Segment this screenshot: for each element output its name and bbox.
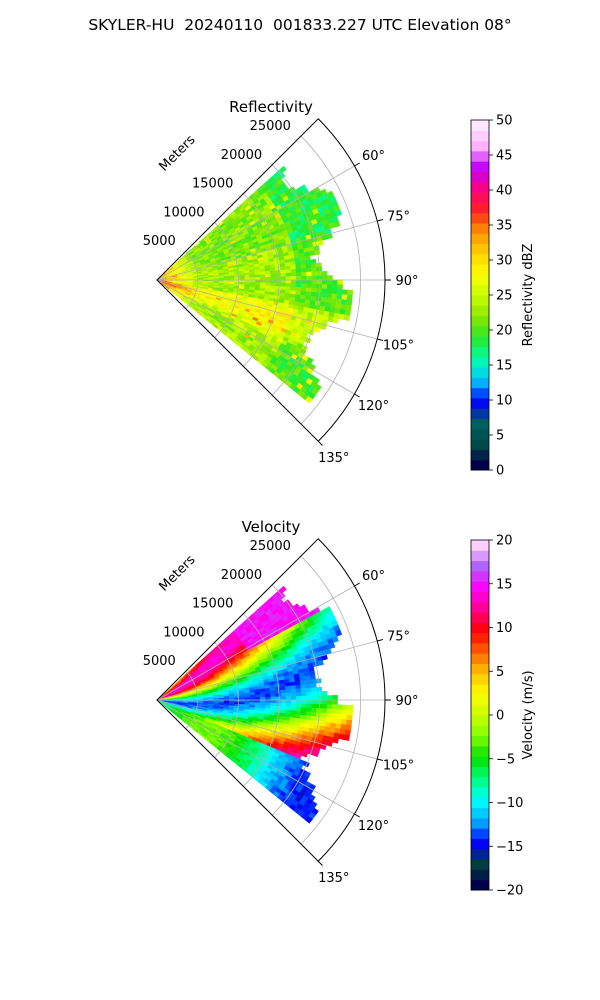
radial-tick-label: 20000: [221, 568, 262, 583]
subplot-title: Velocity: [242, 518, 301, 536]
colorbar-tick-label: −15: [496, 840, 523, 855]
colorbar-tick-label: 30: [496, 254, 513, 269]
angular-tick-label: 75°: [387, 209, 410, 224]
colorbar-tick-label: 0: [496, 709, 504, 724]
angular-tick-label: 90°: [395, 694, 418, 709]
radial-tick-label: 10000: [163, 205, 204, 220]
angular-tick-label: 75°: [387, 629, 410, 644]
angular-tick-label: 120°: [358, 399, 389, 414]
azimuth-spoke: [156, 640, 378, 701]
angular-tick-label: 60°: [362, 149, 385, 164]
velocity-panel: 60° 75° 90° 105° 120° 135° 5000 10000 15000 20000…: [0, 515, 600, 935]
polar-plot: 60° 75° 90° 105° 120° 135° 5000 10000 15000 20000…: [143, 98, 419, 466]
colorbar-tick-label: 25: [496, 289, 513, 304]
colorbar-tick-label: −20: [496, 884, 523, 899]
angular-tick-label: 120°: [358, 819, 389, 834]
figure-title: SKYLER-HU 20240110 001833.227 UTC Elevat…: [88, 16, 512, 34]
reflectivity-chart: 60° 75° 90° 105° 120° 135° 5000 10000 15000 20000…: [143, 98, 536, 479]
azimuth-spoke: [156, 699, 378, 760]
colorbar-tick-label: 5: [496, 429, 504, 444]
angular-tick-label: 135°: [318, 871, 349, 886]
radial-axis-label: Meters: [157, 552, 199, 594]
angular-tick-label: 105°: [383, 339, 414, 354]
reflectivity-panel: 60° 75° 90° 105° 120° 135° 5000 10000 15000 20000…: [0, 95, 600, 515]
colorbar-tick-label: 45: [496, 149, 513, 164]
colorbar-tick-label: 10: [496, 621, 513, 636]
angular-tick-label: 135°: [318, 451, 349, 466]
colorbar-tick-label: 0: [496, 464, 504, 479]
colorbar-tick-label: 20: [496, 534, 513, 549]
azimuth-spoke: [156, 279, 355, 395]
radial-tick-label: 15000: [192, 597, 233, 612]
colorbar-label: Velocity (m/s): [521, 670, 536, 759]
polar-plot: 60° 75° 90° 105° 120° 135° 5000 10000 15000 20000…: [143, 518, 419, 886]
colorbar-tick-label: 20: [496, 324, 513, 339]
colorbar-tick-label: −5: [496, 752, 515, 767]
azimuth-spoke: [156, 220, 378, 281]
azimuth-spoke: [156, 699, 355, 815]
colorbar-tick-label: 40: [496, 184, 513, 199]
radial-tick-label: 20000: [221, 148, 262, 163]
angular-tick-label: 105°: [383, 759, 414, 774]
angular-tick-label: 60°: [362, 569, 385, 584]
colorbar-tick-label: 50: [496, 114, 513, 129]
radial-tick-label: 25000: [250, 119, 291, 134]
colorbar-label: Reflectivity dBZ: [521, 244, 536, 347]
colorbar: −20 −15 −10 −5 0 5 10 15 20 Velocity (m/s): [470, 534, 536, 899]
velocity-chart: 60° 75° 90° 105° 120° 135° 5000 10000 15000 20000…: [143, 518, 536, 899]
colorbar-tick-label: 10: [496, 394, 513, 409]
angular-tick-label: 90°: [395, 274, 418, 289]
colorbar-tick-label: 5: [496, 665, 504, 680]
radial-axis-label: Meters: [157, 132, 199, 174]
subplot-title: Reflectivity: [229, 98, 313, 116]
polar-frame: [156, 118, 386, 442]
radial-tick-label: 5000: [143, 234, 176, 249]
radial-tick-label: 15000: [192, 177, 233, 192]
colorbar-tick-label: 35: [496, 219, 513, 234]
colorbar: 0 5 10 15 20 25 30 35 40 45 50 Reflectivity dBZ: [470, 114, 536, 479]
azimuth-spoke: [156, 585, 355, 701]
colorbar-tick-label: 15: [496, 577, 513, 592]
azimuth-spoke: [156, 165, 355, 281]
radial-tick-label: 5000: [143, 654, 176, 669]
polar-frame: [156, 538, 386, 862]
colorbar-tick-label: −10: [496, 796, 523, 811]
data-field: [156, 165, 354, 404]
radial-tick-label: 25000: [250, 539, 291, 554]
data-field: [156, 585, 354, 824]
colorbar-tick-label: 15: [496, 359, 513, 374]
radial-tick-label: 10000: [163, 625, 204, 640]
azimuth-spoke: [156, 279, 378, 340]
